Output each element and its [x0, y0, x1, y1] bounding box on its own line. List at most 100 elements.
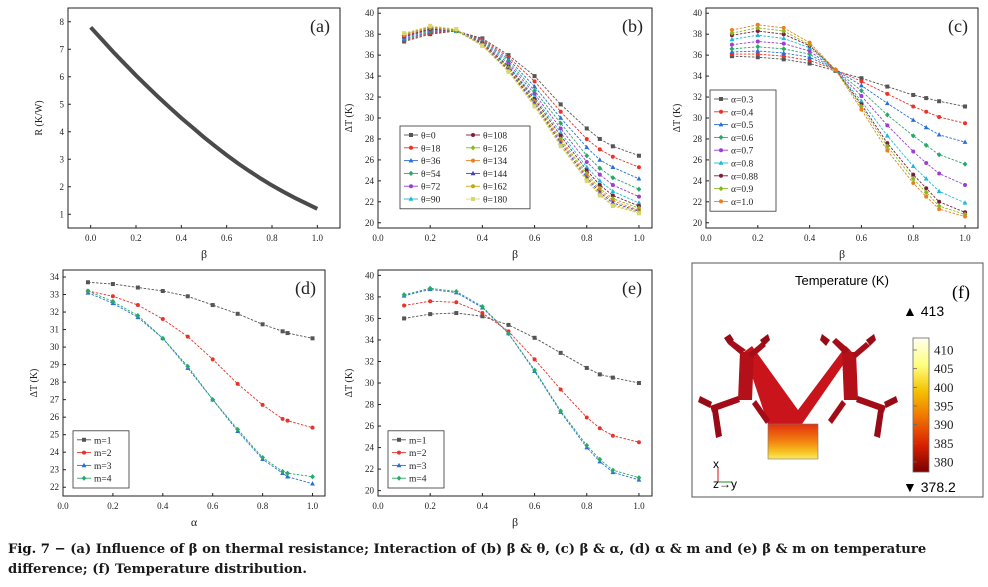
x-tick-label-e: 0.4	[477, 501, 489, 511]
legend-marker-c	[719, 199, 723, 204]
data-point-e	[610, 375, 615, 380]
y-tick-label-e: 32	[365, 356, 374, 366]
legend-marker-e	[396, 475, 402, 481]
legend-label-b: θ=162	[483, 183, 507, 193]
legend-d: m=1 m=2 m=3 m=4	[72, 430, 130, 489]
legend-label-d: m=2	[94, 449, 112, 459]
data-point-d	[260, 402, 265, 407]
data-point-d	[260, 322, 265, 327]
legend-marker-b	[409, 145, 413, 150]
data-point-b	[584, 136, 589, 141]
data-point-d	[285, 470, 290, 476]
x-tick-label-c: 0.0	[700, 233, 712, 243]
legend-label-b: θ=36	[421, 157, 441, 167]
y-tick-label-d: 33	[50, 290, 60, 300]
series-d-3	[85, 288, 315, 480]
series-line-d-0	[87, 281, 313, 339]
colorbar-tick-label: 390	[934, 417, 954, 432]
legend-label-c: α=1.0	[731, 198, 753, 208]
data-point-c	[885, 91, 890, 96]
data-point-c	[962, 200, 968, 205]
x-axis-label-e: β	[512, 515, 518, 529]
x-tick-label-b: 0.2	[425, 233, 436, 243]
legend-e: m=1 m=2 m=3 m=4	[387, 430, 445, 489]
data-point-d	[280, 468, 285, 475]
x-tick-label-c: 0.4	[804, 233, 816, 243]
data-point-c	[910, 117, 916, 122]
data-point-c	[936, 152, 942, 158]
x-tick-label-d: 0.8	[257, 501, 269, 511]
data-point-c	[859, 88, 864, 94]
y-tick-label-b: 32	[365, 92, 374, 102]
data-point-d	[185, 294, 190, 299]
data-point-d	[235, 426, 241, 433]
data-point-e	[532, 335, 537, 340]
y-tick-label-d: 30	[50, 342, 60, 352]
data-point-e	[454, 300, 459, 305]
data-point-b	[597, 147, 602, 152]
y-tick-label-b: 38	[365, 29, 375, 39]
y-tick-label-c: 34	[693, 71, 703, 81]
data-point-b	[584, 153, 590, 159]
axis-triad: x z→y	[713, 457, 737, 491]
y-tick-label-b: 36	[365, 50, 375, 60]
data-point-d	[110, 282, 115, 287]
legend-label-d: m=4	[94, 475, 112, 485]
data-point-c	[937, 199, 942, 204]
data-point-c	[807, 61, 812, 66]
data-point-b	[636, 194, 641, 199]
chart-a: 0.0 0.2 0.4 0.6 0.8 1.0 1 2 3 4 5 6 7 8 β R (K/W) (a)	[34, 7, 341, 261]
data-point-c	[781, 35, 787, 41]
x-axis-label-d: α	[191, 515, 198, 529]
data-point-c	[781, 46, 787, 52]
legend-marker-e	[397, 450, 401, 455]
legend-label-e: m=1	[409, 436, 427, 446]
data-point-c	[755, 55, 760, 60]
axis-x-label: x	[713, 457, 719, 471]
legend-marker-b	[409, 133, 413, 137]
data-point-b	[558, 102, 563, 107]
data-point-d	[110, 298, 116, 305]
data-point-c	[807, 48, 812, 53]
legend-marker-d	[81, 462, 87, 468]
y-axis-label-b: ΔT (K)	[344, 104, 355, 133]
data-point-c	[755, 32, 761, 38]
data-point-c	[911, 172, 916, 177]
data-point-b	[402, 31, 407, 36]
y-tick-label-b: 34	[365, 71, 375, 81]
legend-marker-b	[470, 170, 476, 176]
data-point-c	[923, 124, 929, 130]
y-tick-label-a: 2	[60, 182, 65, 192]
x-tick-label-e: 0.8	[581, 501, 593, 511]
legend-marker-d	[82, 450, 86, 455]
caption-text: (a) Influence of β on thermal resistance…	[8, 542, 927, 577]
data-point-c	[910, 176, 916, 182]
y-tick-label-b: 30	[365, 113, 375, 123]
legend-c: α=0.3 α=0.4 α=0.5 α=0.6 α=0.7 α=0.8 α=0.88 α=0.…	[709, 89, 777, 212]
legend-marker-c	[718, 122, 724, 127]
data-point-c	[936, 132, 942, 137]
legend-marker-b	[409, 184, 413, 189]
y-tick-label-d: 22	[50, 482, 59, 492]
y-tick-label-a: 4	[60, 127, 65, 137]
data-point-c	[781, 32, 786, 37]
data-point-c	[937, 207, 942, 212]
data-point-e	[480, 314, 485, 319]
y-tick-label-e: 38	[365, 292, 375, 302]
legend-box-b	[399, 125, 531, 210]
data-point-c	[859, 107, 864, 112]
data-point-c	[729, 28, 734, 32]
data-point-b	[597, 136, 602, 141]
y-tick-label-d: 23	[50, 465, 60, 475]
legend-label-b: θ=72	[421, 183, 441, 193]
caption-label: Fig. 7 −	[8, 542, 66, 557]
data-point-c	[729, 54, 734, 59]
y-tick-label-a: 1	[60, 209, 65, 219]
panel-label-e: (e)	[622, 278, 642, 299]
data-point-e	[480, 311, 485, 316]
legend-marker-c	[718, 134, 724, 140]
data-point-c	[910, 163, 916, 168]
axis-zy-label: z→y	[713, 477, 737, 491]
x-tick-label-e: 0.6	[529, 501, 541, 511]
legend-marker-b	[408, 170, 414, 176]
